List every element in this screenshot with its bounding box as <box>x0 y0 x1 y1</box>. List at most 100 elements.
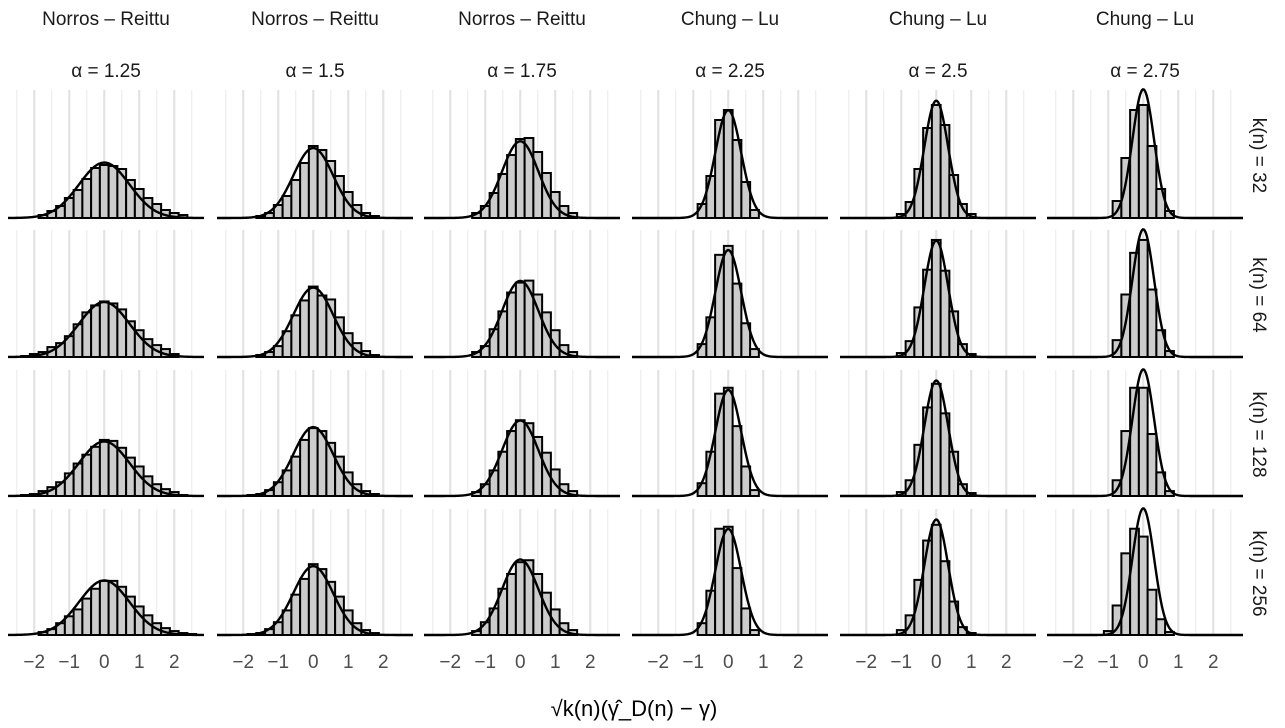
x-tick-label: 2 <box>1001 652 1012 673</box>
histogram-bar <box>1146 145 1158 219</box>
histogram-bar <box>514 138 526 219</box>
facet-panel <box>8 370 205 498</box>
facet-panel <box>424 90 620 220</box>
histogram-bar <box>532 572 544 637</box>
facet-panel <box>217 370 413 498</box>
histogram-bar <box>290 179 302 219</box>
histogram-bar <box>1146 288 1158 359</box>
histogram-bar <box>939 560 951 637</box>
x-tick-label: 1 <box>1173 652 1184 673</box>
histogram-bar <box>299 162 310 219</box>
histogram-bar <box>506 572 517 637</box>
column-method-label: Norros – Reittu <box>251 9 379 30</box>
facet-panel <box>840 509 1036 637</box>
facet-panel <box>1047 368 1243 498</box>
normal-density-curve <box>424 419 620 498</box>
histogram-bar <box>749 348 760 358</box>
histogram-bar <box>731 139 743 219</box>
histogram-bar <box>281 609 293 637</box>
x-tick-label: 1 <box>758 652 769 673</box>
histogram-bar <box>922 539 933 637</box>
histogram-bar <box>930 238 942 358</box>
histogram-bar <box>514 561 526 637</box>
normal-density-curve <box>8 440 205 498</box>
x-tick-label: 1 <box>966 652 977 673</box>
column-strip-labels: Norros – Reittu α = 1.25 Norros – Reittu α … <box>42 9 1194 82</box>
facet-panel <box>632 370 828 498</box>
normal-density-curve <box>217 564 413 637</box>
row-k-label: k(n) = 64 <box>1248 257 1269 333</box>
normal-density-curve <box>840 99 1036 220</box>
histogram-bar <box>281 195 293 219</box>
histogram-bar <box>705 175 717 219</box>
facet-panel <box>424 370 620 498</box>
x-tick-label: 2 <box>585 652 596 673</box>
histogram-bar <box>299 577 310 636</box>
histogram-bar <box>1137 535 1149 636</box>
x-tick-label: −2 <box>23 652 45 673</box>
histogram-bar <box>930 104 942 219</box>
facet-panel <box>1047 507 1243 637</box>
histogram-bar <box>740 465 752 498</box>
histogram-bar <box>307 145 319 219</box>
row-k-label: k(n) = 32 <box>1248 118 1269 194</box>
histogram-bar <box>272 345 284 359</box>
histogram-bar <box>488 328 500 358</box>
histogram-bar <box>722 109 734 219</box>
normal-density-curve <box>840 518 1036 637</box>
x-tick-label: −2 <box>855 652 877 673</box>
histogram-bar <box>307 563 319 636</box>
facet-panel <box>8 509 205 637</box>
facet-panel <box>424 509 620 637</box>
normal-density-curve <box>632 108 828 220</box>
histogram-bar <box>722 386 734 498</box>
x-tick-label: 0 <box>1138 652 1149 673</box>
x-tick-label: −2 <box>647 652 669 673</box>
x-tick-label: −1 <box>890 652 912 673</box>
histogram-bar <box>307 285 319 358</box>
facet-panel <box>1047 228 1243 359</box>
normal-density-curve <box>1047 228 1243 359</box>
histogram-bar <box>722 244 734 358</box>
facet-panel <box>8 90 205 220</box>
histogram-bar <box>930 382 942 498</box>
normal-density-curve <box>424 279 620 359</box>
histogram-bar <box>299 299 310 358</box>
facet-panel <box>8 230 205 359</box>
facet-panel <box>217 509 413 637</box>
row-k-label: k(n) = 128 <box>1248 391 1269 477</box>
normal-density-curve <box>217 425 413 498</box>
x-tick-label: −1 <box>58 652 80 673</box>
x-tick-label: −2 <box>1062 652 1084 673</box>
facet-panel <box>1047 88 1243 220</box>
histogram-bar <box>1146 433 1158 497</box>
row-strip-labels: k(n) = 32 k(n) = 64 k(n) = 128 k(n) = 256 <box>1248 118 1269 617</box>
column-alpha-label: α = 2.5 <box>908 61 967 82</box>
normal-density-curve <box>840 239 1036 359</box>
histogram-bar <box>299 438 310 497</box>
histogram-bar <box>506 154 517 219</box>
x-tick-label: 0 <box>723 652 734 673</box>
histogram-bar <box>714 527 725 637</box>
histogram-bar <box>740 607 752 637</box>
x-tick-label: 2 <box>169 652 180 673</box>
histogram-bar <box>290 593 302 637</box>
x-tick-label: 1 <box>134 652 145 673</box>
x-tick-label: −1 <box>1097 652 1119 673</box>
histogram-bar <box>81 597 93 636</box>
normal-density-curve <box>632 388 828 498</box>
x-tick-label: −2 <box>439 652 461 673</box>
histogram-bar <box>740 181 752 219</box>
normal-density-curve <box>632 527 828 637</box>
histogram-bar <box>98 164 110 219</box>
histogram-bar <box>731 425 743 497</box>
x-tick-label: 1 <box>550 652 561 673</box>
histogram-bar <box>72 189 84 219</box>
facet-panel <box>424 230 620 359</box>
histogram-bar <box>939 124 951 219</box>
x-tick-label: 0 <box>931 652 942 673</box>
x-tick-label: 0 <box>515 652 526 673</box>
facet-panel <box>632 509 828 637</box>
histogram-bar <box>107 302 119 359</box>
